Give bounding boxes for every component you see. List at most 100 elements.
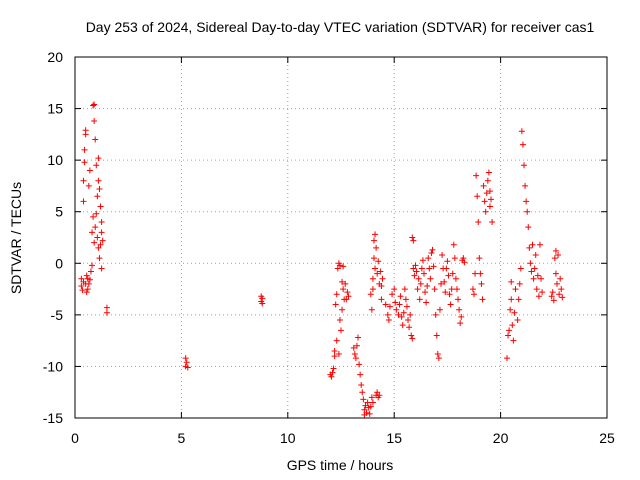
data-point xyxy=(82,127,89,134)
grid-lines xyxy=(75,57,607,418)
data-point xyxy=(408,332,415,339)
data-point xyxy=(451,255,458,262)
data-point xyxy=(450,241,457,248)
data-point xyxy=(539,289,546,296)
data-point xyxy=(434,351,441,358)
data-point xyxy=(533,286,540,293)
data-point xyxy=(478,280,485,287)
data-point xyxy=(550,297,557,304)
data-point xyxy=(92,136,99,143)
data-point xyxy=(429,246,436,253)
data-point xyxy=(344,289,351,296)
data-point xyxy=(368,306,375,313)
data-point xyxy=(99,237,106,244)
data-point xyxy=(485,169,492,176)
data-point xyxy=(182,355,189,362)
data-point xyxy=(384,311,391,318)
data-point xyxy=(420,270,427,277)
data-point xyxy=(448,286,455,293)
data-point xyxy=(367,291,374,298)
data-point xyxy=(461,259,468,266)
data-point xyxy=(397,293,404,300)
data-point xyxy=(352,355,359,362)
data-point xyxy=(93,162,100,169)
data-point xyxy=(480,182,487,189)
data-point xyxy=(92,224,99,231)
data-point xyxy=(407,311,414,318)
data-point xyxy=(81,146,88,153)
data-point xyxy=(445,272,452,279)
data-point xyxy=(442,289,449,296)
data-point xyxy=(556,291,563,298)
data-point xyxy=(83,272,90,279)
data-point xyxy=(343,296,350,303)
data-point xyxy=(508,278,515,285)
data-point xyxy=(435,355,442,362)
data-point xyxy=(364,399,371,406)
data-point xyxy=(98,229,105,236)
data-point xyxy=(488,196,495,203)
data-point xyxy=(183,359,190,366)
y-tick-labels: -15 -10 -5 0 5 10 15 20 xyxy=(43,49,63,426)
data-point xyxy=(81,159,88,166)
data-point xyxy=(366,410,373,417)
data-point xyxy=(419,257,426,264)
data-point xyxy=(453,286,460,293)
data-point xyxy=(401,286,408,293)
data-point xyxy=(552,270,559,277)
axis-ticks xyxy=(74,56,608,419)
data-point xyxy=(413,268,420,275)
data-point xyxy=(389,291,396,298)
data-point xyxy=(345,293,352,300)
data-point xyxy=(446,291,453,298)
data-point xyxy=(529,241,536,248)
data-point xyxy=(427,275,434,282)
data-point xyxy=(85,182,92,189)
data-point xyxy=(403,303,410,310)
data-point xyxy=(525,224,532,231)
data-point xyxy=(372,265,379,272)
x-tick-label: 25 xyxy=(599,430,615,446)
data-point xyxy=(396,301,403,308)
data-point xyxy=(98,219,105,226)
data-point xyxy=(374,389,381,396)
data-point xyxy=(80,198,87,205)
data-point xyxy=(536,241,543,248)
data-point xyxy=(382,301,389,308)
data-point xyxy=(386,303,393,310)
data-point xyxy=(526,244,533,251)
data-point xyxy=(471,291,477,298)
data-point xyxy=(512,286,519,293)
data-point xyxy=(521,162,528,169)
data-point xyxy=(378,296,385,303)
data-point xyxy=(531,265,538,272)
data-point xyxy=(184,364,191,371)
data-point xyxy=(369,286,376,293)
data-point xyxy=(340,286,347,293)
data-point xyxy=(475,219,482,226)
data-point xyxy=(259,295,266,302)
data-point xyxy=(517,265,524,272)
data-point xyxy=(518,128,525,135)
data-point xyxy=(351,351,358,358)
data-point xyxy=(506,327,513,334)
data-point xyxy=(378,282,385,289)
data-point xyxy=(553,280,560,287)
y-tick-label: -10 xyxy=(43,358,63,374)
y-axis-label: SDTVAR / TECUs xyxy=(8,182,24,294)
data-point xyxy=(377,268,384,275)
data-point xyxy=(422,289,429,296)
data-point xyxy=(524,208,531,215)
data-point xyxy=(94,193,101,200)
data-point xyxy=(91,101,98,108)
data-point xyxy=(385,317,392,324)
data-point xyxy=(409,234,416,241)
y-tick-label: -5 xyxy=(51,307,64,323)
data-point xyxy=(90,102,97,109)
data-point xyxy=(335,351,342,358)
data-point xyxy=(527,260,534,267)
data-point xyxy=(489,219,496,226)
data-point xyxy=(357,371,364,378)
data-point xyxy=(95,177,102,184)
data-point xyxy=(503,355,510,362)
